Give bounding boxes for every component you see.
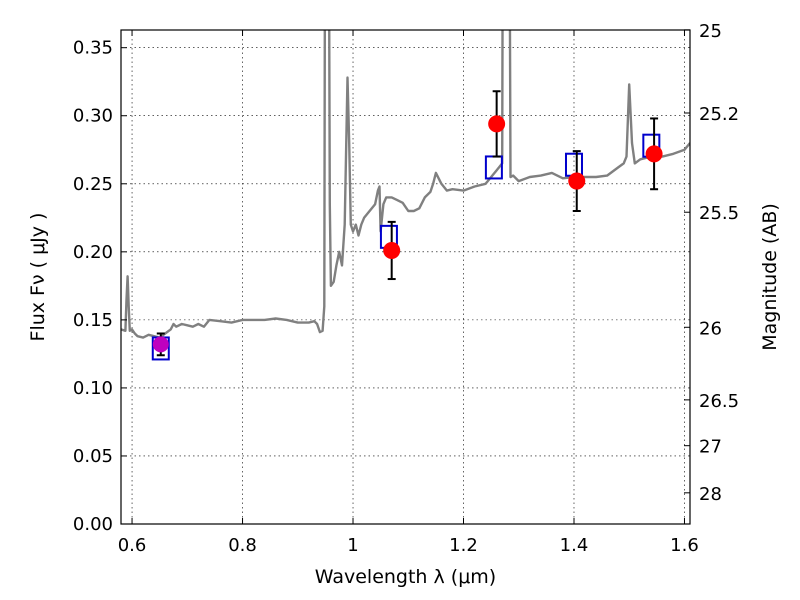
y2-tick-label: 25 [699, 21, 722, 42]
y-axis-title: Flux Fν ( μJy ) [27, 213, 49, 342]
x-tick-label: 1.6 [670, 535, 699, 556]
y2-tick-label: 26.5 [699, 391, 739, 412]
magenta-point [152, 336, 169, 353]
model-spectrum-line [121, 30, 690, 339]
x-tick-label: 1.4 [560, 535, 589, 556]
observed-point [488, 115, 506, 133]
y-tick-label: 0.25 [73, 174, 113, 195]
y2-tick-label: 27 [699, 437, 722, 458]
y2-axis-title: Magnitude (AB) [759, 203, 781, 351]
y2-tick-label: 25.2 [699, 104, 739, 125]
ticks: 0.6 0.8 1 1.2 1.4 1.6 0.00 0.05 0.10 0.15 0.20 0.25… [73, 21, 739, 556]
y-tick-label: 0.05 [73, 446, 113, 467]
observed-point [383, 241, 401, 259]
axes-frame [120, 29, 691, 525]
x-axis-title: Wavelength λ (μm) [315, 566, 496, 588]
x-tick-label: 0.8 [228, 535, 257, 556]
y2-tick-label: 25.5 [699, 203, 739, 224]
y2-tick-label: 28 [699, 484, 722, 505]
y-tick-label: 0.00 [73, 514, 113, 535]
observed-point [568, 172, 586, 190]
observed-point [645, 145, 663, 163]
y-tick-label: 0.20 [73, 242, 113, 263]
y-tick-label: 0.15 [73, 310, 113, 331]
y-tick-label: 0.35 [73, 38, 113, 59]
x-tick-label: 1.2 [449, 535, 478, 556]
grid [121, 30, 690, 525]
y2-tick-label: 26 [699, 318, 722, 339]
plot-area [121, 30, 690, 361]
x-tick-label: 0.6 [118, 535, 147, 556]
y-tick-label: 0.30 [73, 106, 113, 127]
x-tick-label: 1 [347, 535, 358, 556]
y-tick-label: 0.10 [73, 378, 113, 399]
